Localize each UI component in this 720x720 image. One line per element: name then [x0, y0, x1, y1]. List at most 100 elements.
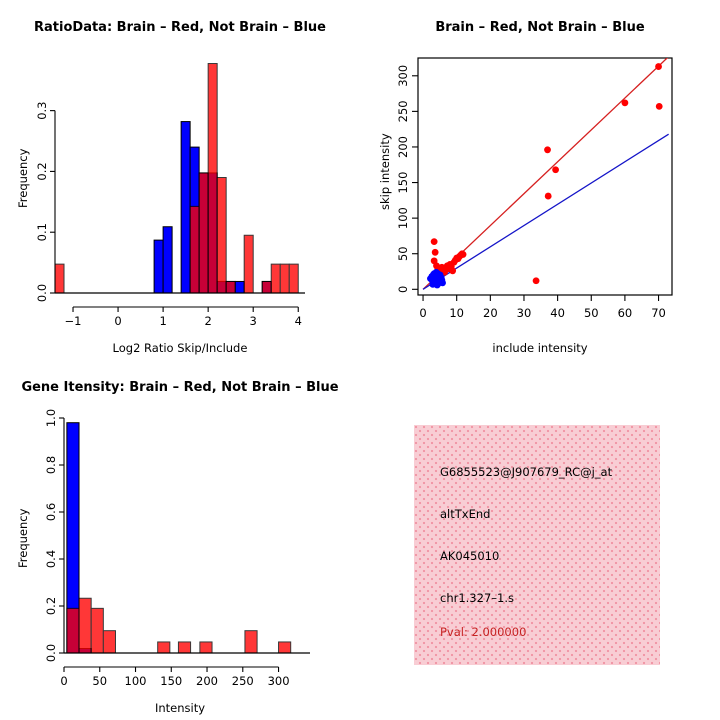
histogram-bar	[278, 641, 292, 654]
gene-x-tick-label: 250	[232, 674, 254, 688]
scatter-frame	[417, 57, 673, 296]
gene-intensity-panel: Gene Itensity: Brain – Red, Not Brain – …	[0, 360, 360, 720]
scatter-panel: Brain – Red, Not Brain – Blue include in…	[360, 0, 720, 360]
histogram-bar	[243, 234, 254, 294]
ratio-x-tick-label: 3	[250, 314, 257, 328]
histogram-bar	[225, 280, 236, 294]
info-pvalue: Pval: 2.000000	[440, 625, 527, 639]
histogram-bar	[288, 263, 299, 294]
gene-x-tick-label: 200	[196, 674, 218, 688]
ratio-histogram-title: RatioData: Brain – Red, Not Brain – Blue	[34, 20, 326, 35]
gene-y-tick-label: 0.8	[44, 456, 58, 474]
scatter-x-tick-label: 30	[517, 306, 532, 320]
scatter-point	[621, 99, 629, 107]
ratio-bars-brain	[54, 63, 299, 294]
scatter-y-tick-label: 250	[396, 100, 410, 122]
info-locus: chr1.327–1.s	[440, 591, 514, 605]
scatter-point	[436, 271, 444, 279]
scatter-point	[532, 277, 540, 285]
histogram-bar	[78, 597, 92, 654]
scatter-point	[439, 279, 446, 287]
ratio-y-tick-label: 0.1	[35, 223, 49, 241]
histogram-bar	[234, 280, 245, 294]
scatter-y-tick-label: 100	[396, 207, 410, 229]
histogram-bar	[54, 263, 65, 294]
scatter-series-not-brain-blue-	[427, 268, 446, 289]
scatter-point	[431, 248, 439, 256]
histogram-bar	[66, 607, 80, 654]
histogram-bar	[199, 641, 213, 654]
gene-y-tick-label: 0.2	[44, 597, 58, 615]
ratio-y-tick-label: 0.0	[35, 284, 49, 302]
gene-info-box: G6855523@J907679_RC@j_at altTxEnd AK0450…	[414, 425, 660, 665]
scatter-point	[544, 192, 552, 200]
ratio-histogram-xlabel: Log2 Ratio Skip/Include	[112, 341, 248, 355]
scatter-y-tick-label: 200	[396, 136, 410, 158]
histogram-bar	[270, 263, 281, 294]
scatter-point	[655, 102, 663, 110]
histogram-bar	[216, 177, 227, 294]
scatter-y-tick-label: 150	[396, 172, 410, 194]
gene-bars-brain	[66, 597, 292, 654]
gene-y-tick-label: 0.0	[44, 644, 58, 662]
gene-y-tick-label: 0.6	[44, 503, 58, 521]
scatter-series-brain-red-	[430, 63, 663, 285]
scatter-x-tick-label: 50	[584, 306, 599, 320]
ratio-x-tick-label: 0	[114, 314, 121, 328]
histogram-bar	[162, 226, 173, 294]
fit-line-not-brain-fit	[422, 133, 669, 290]
scatter-x-tick-label: 60	[618, 306, 633, 320]
gene-x-tick-label: 300	[268, 674, 290, 688]
ratio-x-tick-label: 2	[204, 314, 211, 328]
gene-info-panel: G6855523@J907679_RC@j_at altTxEnd AK0450…	[360, 360, 720, 720]
scatter-x-tick-label: 40	[550, 306, 565, 320]
ratio-x-tick-label: −1	[65, 314, 82, 328]
gene-x-tick-label: 0	[60, 674, 67, 688]
ratio-x-tick-label: 4	[295, 314, 302, 328]
gene-intensity-canvas: 0.0 0.2 0.4 0.6 0.8 1.0 0 50 100 150 200 250 300	[44, 409, 310, 688]
gene-x-tick-label: 150	[160, 674, 182, 688]
histogram-bar	[198, 172, 209, 294]
scatter-xlabel: include intensity	[492, 341, 588, 355]
info-accession: AK045010	[440, 549, 500, 563]
scatter-point	[433, 281, 441, 289]
histogram-bar	[261, 280, 272, 294]
scatter-axes: 0 10 20 30 40 50 60 70 0 50 100 150 200 250 300	[396, 65, 666, 320]
gene-x-tick-label: 100	[125, 674, 147, 688]
gene-intensity-title: Gene Itensity: Brain – Red, Not Brain – …	[21, 380, 339, 395]
info-probe-id: G6855523@J907679_RC@j_at	[440, 465, 613, 479]
gene-intensity-xlabel: Intensity	[154, 701, 206, 715]
histogram-bar	[177, 641, 192, 654]
scatter-point	[449, 267, 457, 275]
histogram-bar	[244, 630, 258, 654]
scatter-y-tick-label: 300	[396, 65, 410, 87]
gene-y-tick-label: 1.0	[44, 409, 58, 427]
ratio-histogram-canvas: 0.0 0.1 0.2 0.3 −1 0 1 2 3 4	[35, 63, 305, 328]
scatter-point	[552, 166, 559, 174]
scatter-inner	[422, 58, 669, 290]
fit-line-brain-fit	[422, 58, 669, 290]
scatter-point	[655, 63, 662, 70]
ratio-y-tick-label: 0.2	[35, 162, 49, 180]
scatter-y-tick-label: 50	[396, 246, 410, 261]
scatter-x-tick-label: 10	[449, 306, 464, 320]
scatter-x-tick-label: 0	[419, 306, 426, 320]
histogram-bar	[279, 263, 290, 294]
gene-bars-group	[66, 422, 292, 654]
histogram-bar	[102, 630, 116, 654]
scatter-point	[544, 146, 551, 154]
gene-axes: 0.0 0.2 0.4 0.6 0.8 1.0 0 50 100 150 200 250 300	[44, 409, 310, 688]
histogram-bar	[157, 641, 171, 654]
gene-x-tick-label: 50	[92, 674, 107, 688]
histogram-bar	[90, 607, 104, 654]
histogram-bar	[189, 205, 200, 294]
scatter-point	[459, 251, 467, 258]
ratio-axes: 0.0 0.1 0.2 0.3 −1 0 1 2 3 4	[35, 101, 305, 328]
histogram-bar	[153, 239, 164, 294]
info-event-type: altTxEnd	[440, 507, 491, 521]
ratio-y-tick-label: 0.3	[35, 101, 49, 119]
scatter-frame-box	[417, 57, 673, 296]
scatter-point	[430, 238, 438, 246]
scatter-canvas: 0 10 20 30 40 50 60 70 0 50 100 150 200 250 300	[396, 57, 673, 320]
ratio-x-tick-label: 1	[159, 314, 166, 328]
